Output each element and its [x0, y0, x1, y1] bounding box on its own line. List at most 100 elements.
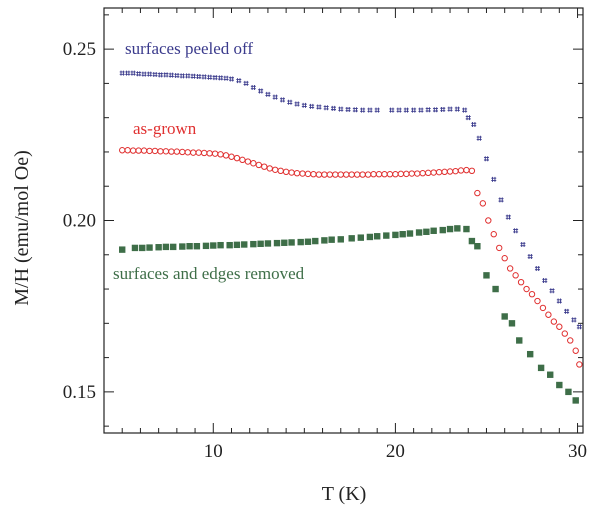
data-point [312, 237, 319, 245]
data-point [348, 235, 355, 242]
data-point [239, 156, 246, 164]
data-point [277, 167, 284, 175]
data-point [217, 151, 224, 158]
data-point [323, 105, 329, 111]
data-point [348, 171, 355, 178]
data-point [119, 147, 126, 154]
data-point [498, 197, 504, 203]
data-point [190, 73, 196, 79]
data-point [418, 107, 424, 113]
series-group [119, 225, 579, 404]
data-point [483, 156, 489, 162]
x-axis: 10 20 30 [121, 8, 587, 462]
data-point [441, 168, 448, 176]
data-point [201, 74, 207, 80]
data-point [207, 74, 213, 80]
data-point [330, 105, 336, 111]
data-point [572, 397, 579, 404]
plot-frame [103, 7, 584, 434]
data-point [250, 85, 256, 91]
data-point [454, 225, 461, 232]
data-point [228, 153, 235, 160]
data-point [293, 170, 301, 177]
data-point [345, 106, 351, 112]
data-point [147, 71, 153, 77]
data-point [435, 168, 443, 176]
data-point [202, 242, 210, 250]
data-point [190, 149, 197, 156]
data-point [222, 152, 230, 159]
data-point [124, 147, 131, 154]
data-point [528, 290, 536, 298]
data-point [186, 243, 193, 250]
data-point [157, 72, 163, 78]
data-point [520, 241, 526, 247]
data-point [513, 228, 519, 234]
y-tick-label: 0.25 [63, 39, 96, 60]
data-point [564, 308, 570, 314]
data-point [353, 171, 361, 178]
series-label-surfaces-and-edges-removed: surfaces and edges removed [113, 264, 305, 283]
data-point [233, 154, 241, 162]
data-point [471, 122, 477, 128]
data-point [255, 161, 263, 169]
y-axis: 0.15 0.20 0.25 [63, 14, 583, 427]
data-point [479, 200, 487, 207]
data-point [162, 243, 170, 251]
data-point [315, 171, 323, 178]
data-point [136, 71, 142, 77]
data-point [414, 170, 421, 177]
data-point [474, 243, 481, 250]
data-point [516, 337, 523, 344]
data-point [146, 147, 153, 155]
data-point [561, 330, 568, 337]
data-point [440, 106, 446, 112]
data-point [163, 72, 169, 78]
data-point [265, 91, 271, 97]
data-point [392, 231, 399, 239]
data-point [501, 255, 508, 262]
data-point [490, 231, 497, 238]
x-axis-title: T (K) [322, 483, 367, 505]
data-point [386, 171, 394, 178]
data-point [281, 239, 288, 246]
data-point [241, 241, 248, 248]
data-point [139, 244, 146, 252]
data-point [218, 75, 224, 81]
data-point [485, 217, 492, 224]
data-point [389, 107, 395, 113]
data-point [403, 170, 410, 178]
data-point [226, 241, 233, 249]
data-point [556, 298, 562, 304]
data-point [228, 76, 234, 82]
data-point [261, 163, 268, 170]
data-point [233, 241, 241, 249]
data-point [549, 288, 555, 294]
data-point [119, 70, 125, 76]
data-point [476, 135, 482, 141]
data-point [457, 167, 465, 174]
data-point [244, 158, 252, 165]
data-point [195, 149, 202, 156]
data-point [282, 168, 290, 176]
data-point [526, 350, 534, 358]
data-point [545, 311, 552, 318]
data-point [258, 88, 264, 94]
data-point [125, 70, 131, 76]
data-point [463, 166, 470, 174]
data-point [496, 244, 503, 252]
data-point [483, 272, 490, 279]
data-point [424, 169, 432, 177]
data-point [446, 225, 454, 233]
data-point [294, 101, 300, 107]
data-point [403, 107, 409, 113]
data-point [572, 347, 579, 354]
data-point [411, 107, 417, 113]
data-point [217, 241, 224, 249]
data-point [185, 73, 191, 79]
data-point [367, 107, 373, 113]
data-point [375, 171, 383, 178]
data-point [179, 148, 186, 156]
data-point [501, 313, 508, 320]
data-point [447, 106, 453, 112]
